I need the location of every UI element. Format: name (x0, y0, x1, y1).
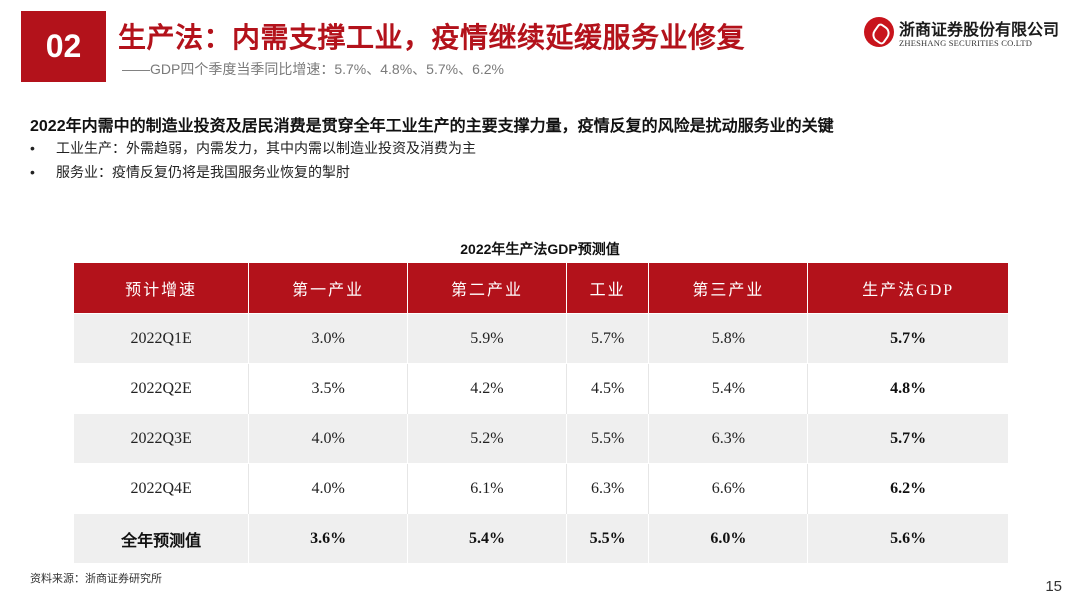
table-cell: 5.7% (807, 413, 1008, 464)
table-header-row: 预计增速 第一产业 第二产业 工业 第三产业 生产法GDP (74, 263, 1008, 314)
table-cell: 2022Q2E (74, 363, 250, 414)
bullet-item: • 工业生产：外需趋弱，内需发力，其中内需以制造业投资及消费为主 (30, 136, 476, 160)
column-header: 第二产业 (407, 263, 567, 314)
table-cell: 6.6% (648, 463, 809, 514)
table-cell: 3.6% (248, 513, 409, 563)
table-cell: 5.4% (648, 363, 809, 414)
table-cell: 5.7% (807, 313, 1008, 364)
column-header: 生产法GDP (807, 263, 1008, 314)
table-cell: 4.0% (248, 463, 409, 514)
section-number: 02 (45, 28, 82, 64)
bullet-item: • 服务业：疫情反复仍将是我国服务业恢复的掣肘 (30, 160, 476, 184)
section-number-badge: 02 (21, 11, 106, 82)
table-cell: 6.2% (807, 463, 1008, 514)
table-cell: 4.5% (566, 363, 650, 414)
table-cell: 4.8% (807, 363, 1008, 414)
table-cell: 3.0% (248, 313, 409, 364)
slide-title: 生产法：内需支撑工业，疫情继续延缓服务业修复 (118, 22, 746, 53)
column-header: 第三产业 (648, 263, 809, 314)
table-cell: 6.0% (648, 513, 809, 563)
logo-company-name-cn: 浙商证券股份有限公司 (899, 22, 1060, 39)
table-row: 2022Q1E 3.0% 5.9% 5.7% 5.8% 5.7% (74, 313, 1008, 364)
bullet-dot-icon: • (30, 140, 35, 156)
table-title: 2022年生产法GDP预测值 (460, 241, 620, 257)
table-cell: 6.3% (566, 463, 650, 514)
table-cell: 5.6% (807, 513, 1008, 563)
column-header: 预计增速 (74, 263, 250, 314)
table-cell: 3.5% (248, 363, 409, 414)
table-cell: 2022Q3E (74, 413, 250, 464)
table-row: 2022Q3E 4.0% 5.2% 5.5% 6.3% 5.7% (74, 413, 1008, 464)
table-row: 2022Q2E 3.5% 4.2% 4.5% 5.4% 4.8% (74, 363, 1008, 414)
bullet-dot-icon: • (30, 164, 35, 180)
table-cell: 全年预测值 (74, 513, 250, 563)
table-cell: 5.9% (407, 313, 567, 364)
table-cell: 6.1% (407, 463, 567, 514)
table-row-total: 全年预测值 3.6% 5.4% 5.5% 6.0% 5.6% (74, 513, 1008, 563)
table-cell: 5.7% (566, 313, 650, 364)
table-cell: 4.0% (248, 413, 409, 464)
logo-mark-icon (864, 17, 894, 47)
table-cell: 5.5% (566, 513, 650, 563)
source-note: 资料来源：浙商证券研究所 (30, 573, 162, 585)
table-cell: 4.2% (407, 363, 567, 414)
table-cell: 2022Q1E (74, 313, 250, 364)
table-cell: 5.8% (648, 313, 809, 364)
column-header: 第一产业 (248, 263, 409, 314)
table-cell: 6.3% (648, 413, 809, 464)
table-row: 2022Q4E 4.0% 6.1% 6.3% 6.6% 6.2% (74, 463, 1008, 514)
company-logo: 浙商证券股份有限公司 ZHESHANG SECURITIES CO.LTD (864, 14, 1064, 58)
table-cell: 5.5% (566, 413, 650, 464)
table-cell: 5.4% (407, 513, 567, 563)
gdp-forecast-table: 预计增速 第一产业 第二产业 工业 第三产业 生产法GDP 2022Q1E 3.… (74, 263, 1008, 563)
lead-statement: 2022年内需中的制造业投资及居民消费是贯穿全年工业生产的主要支撑力量，疫情反复… (30, 118, 834, 135)
logo-company-name-en: ZHESHANG SECURITIES CO.LTD (899, 38, 1033, 48)
column-header: 工业 (566, 263, 650, 314)
bullet-list: • 工业生产：外需趋弱，内需发力，其中内需以制造业投资及消费为主 • 服务业：疫情反… (30, 136, 476, 184)
table-cell: 2022Q4E (74, 463, 250, 514)
slide-subtitle: ——GDP四个季度当季同比增速：5.7%、4.8%、5.7%、6.2% (122, 61, 504, 77)
page-number: 15 (1045, 578, 1062, 595)
table-cell: 5.2% (407, 413, 567, 464)
